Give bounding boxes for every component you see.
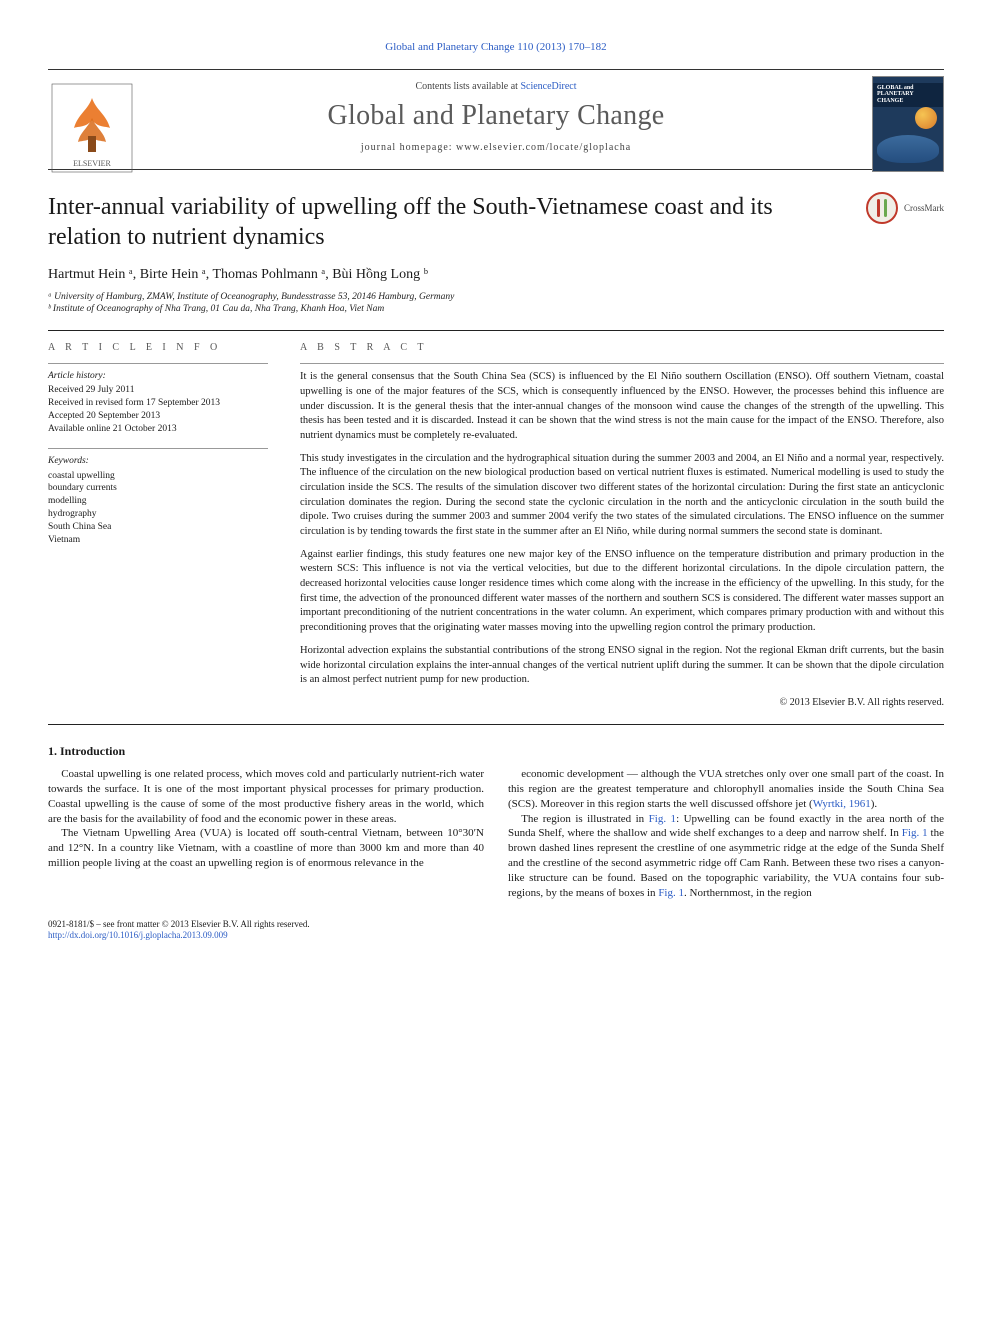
- figure-link[interactable]: Fig. 1: [658, 887, 684, 899]
- body-text: economic development — although the VUA …: [508, 768, 944, 810]
- figure-link[interactable]: Fig. 1: [658, 887, 684, 899]
- doi-link[interactable]: http://dx.doi.org/10.1016/j.gloplacha.20…: [48, 930, 310, 942]
- keyword: Vietnam: [48, 534, 268, 547]
- history-item: Accepted 20 September 2013: [48, 410, 268, 423]
- divider: [48, 448, 268, 449]
- keyword: South China Sea: [48, 521, 268, 534]
- journal-title: Global and Planetary Change: [168, 97, 824, 135]
- contents-line: Contents lists available at ScienceDirec…: [168, 80, 824, 94]
- body-paragraph: The Vietnam Upwelling Area (VUA) is loca…: [48, 826, 484, 871]
- history-item: Received in revised form 17 September 20…: [48, 397, 268, 410]
- masthead: ELSEVIER Contents lists available at Sci…: [48, 69, 944, 170]
- figure-link[interactable]: Fig. 1: [902, 827, 928, 839]
- affiliation-a: ᵃ University of Hamburg, ZMAW, Institute…: [48, 291, 944, 304]
- keyword: boundary currents: [48, 482, 268, 495]
- body-text: The region is illustrated in Fig. 1: Upw…: [508, 813, 944, 899]
- divider: [48, 330, 944, 331]
- divider: [300, 363, 944, 364]
- divider: [48, 363, 268, 364]
- article-title: Inter-annual variability of upwelling of…: [48, 192, 850, 252]
- contents-prefix: Contents lists available at: [415, 81, 520, 92]
- abstract-paragraph: It is the general consensus that the Sou…: [300, 370, 944, 443]
- cover-title-line3: CHANGE: [877, 98, 939, 105]
- abstract-paragraph: Horizontal advection explains the substa…: [300, 644, 944, 688]
- body-column-left: Coastal upwelling is one related process…: [48, 767, 484, 901]
- author-list: Hartmut Hein ᵃ, Birte Hein ᵃ, Thomas Poh…: [48, 266, 944, 285]
- keyword: modelling: [48, 495, 268, 508]
- body-paragraph: economic development — although the VUA …: [508, 767, 944, 812]
- footer-copyright: 0921-8181/$ – see front matter © 2013 El…: [48, 919, 310, 931]
- history-item: Received 29 July 2011: [48, 384, 268, 397]
- history-heading: Article history:: [48, 370, 268, 383]
- article-info-column: A R T I C L E I N F O Article history: R…: [48, 341, 268, 710]
- body-paragraph: The region is illustrated in Fig. 1: Upw…: [508, 812, 944, 901]
- abstract-paragraph: This study investigates in the circulati…: [300, 452, 944, 540]
- journal-cover-thumbnail: GLOBAL and PLANETARY CHANGE: [872, 76, 944, 172]
- footer-left: 0921-8181/$ – see front matter © 2013 El…: [48, 919, 310, 942]
- figure-link[interactable]: Fig. 1: [902, 827, 928, 839]
- crossmark-widget[interactable]: CrossMark: [866, 192, 944, 224]
- sciencedirect-link[interactable]: ScienceDirect: [520, 81, 576, 92]
- crossmark-icon: [866, 192, 898, 224]
- running-head: Global and Planetary Change 110 (2013) 1…: [48, 40, 944, 55]
- cover-title-line2: PLANETARY: [877, 91, 939, 98]
- figure-link[interactable]: Fig. 1: [658, 887, 684, 899]
- body-column-right: economic development — although the VUA …: [508, 767, 944, 901]
- svg-text:ELSEVIER: ELSEVIER: [73, 159, 111, 168]
- figure-link[interactable]: Fig. 1: [902, 827, 928, 839]
- article-info-heading: A R T I C L E I N F O: [48, 341, 268, 355]
- abstract-copyright: © 2013 Elsevier B.V. All rights reserved…: [300, 696, 944, 710]
- crossmark-label: CrossMark: [904, 202, 944, 214]
- figure-link[interactable]: Fig. 1: [649, 813, 676, 825]
- abstract-column: A B S T R A C T It is the general consen…: [300, 341, 944, 710]
- abstract-paragraph: Against earlier findings, this study fea…: [300, 548, 944, 636]
- section-heading: 1. Introduction: [48, 743, 944, 759]
- divider: [48, 724, 944, 725]
- citation-link[interactable]: Wyrtki, 1961: [813, 798, 871, 810]
- elsevier-logo: ELSEVIER: [48, 80, 136, 176]
- affiliation-b: ᵇ Institute of Oceanography of Nha Trang…: [48, 303, 944, 316]
- abstract-heading: A B S T R A C T: [300, 341, 944, 355]
- body-paragraph: Coastal upwelling is one related process…: [48, 767, 484, 826]
- keywords-heading: Keywords:: [48, 455, 268, 468]
- cover-title-line1: GLOBAL and: [877, 85, 939, 92]
- journal-homepage: journal homepage: www.elsevier.com/locat…: [168, 141, 824, 155]
- keyword: hydrography: [48, 508, 268, 521]
- keyword: coastal upwelling: [48, 470, 268, 483]
- history-item: Available online 21 October 2013: [48, 423, 268, 436]
- figure-link[interactable]: Fig. 1: [649, 813, 676, 825]
- figure-link[interactable]: Fig. 1: [649, 813, 676, 825]
